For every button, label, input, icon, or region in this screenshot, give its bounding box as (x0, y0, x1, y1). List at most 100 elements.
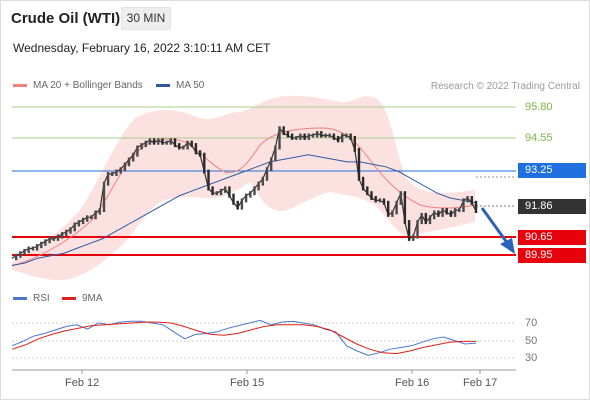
price-candle (148, 138, 152, 145)
x-label-feb12: Feb 12 (65, 377, 100, 389)
price-candle (357, 147, 361, 181)
price-candle (458, 208, 461, 213)
price-candle (207, 169, 210, 191)
price-candle (44, 239, 47, 246)
x-label-feb16: Feb 16 (395, 377, 430, 389)
price-candle (194, 143, 198, 155)
price-candle (311, 133, 315, 138)
price-candle (152, 138, 156, 145)
price-candles (15, 126, 478, 261)
price-candle (445, 208, 448, 215)
price-candle (295, 135, 298, 140)
price-candle (48, 236, 51, 244)
price-candle (115, 169, 118, 176)
bollinger-band (12, 95, 475, 281)
price-candle (27, 246, 30, 253)
price-candle (395, 200, 398, 215)
price-candle (332, 133, 336, 140)
price-candle (378, 198, 382, 203)
price-candle (232, 193, 235, 205)
price-candle (123, 162, 127, 172)
price-candle (382, 198, 386, 205)
price-candle (416, 220, 419, 239)
price-candle (190, 140, 193, 148)
price-candle (257, 181, 260, 191)
rsi-ma-line (11, 321, 476, 355)
level-94-55: 94.55 (525, 132, 553, 144)
price-candle (470, 196, 473, 205)
price-candle (286, 131, 290, 138)
price-candle (240, 198, 244, 210)
timestamp: Wednesday, February 16, 2022 3:10:11 AM … (13, 41, 271, 55)
price-candle (65, 229, 68, 237)
price-candle (253, 186, 256, 196)
price-candle (61, 232, 64, 239)
price-candle (86, 215, 89, 222)
level-91-86: 91.86 (518, 199, 586, 214)
price-candle (144, 140, 147, 148)
price-candle (219, 188, 223, 196)
level-90-65: 90.65 (518, 230, 586, 245)
price-candle (345, 133, 348, 138)
forecast-arrow-head (500, 238, 515, 254)
price-candle (424, 212, 427, 225)
rsi-axis-30: 30 (525, 352, 538, 364)
price-candle (324, 133, 327, 138)
price-candle (31, 246, 35, 251)
price-candle (336, 135, 340, 143)
price-candle (132, 152, 135, 162)
price-candle (40, 241, 43, 249)
price-candle (361, 176, 365, 191)
price-candle (320, 131, 323, 138)
price-candle (186, 140, 189, 150)
rsi-axis-70: 70 (525, 317, 538, 329)
price-candle (203, 152, 206, 174)
price-candle (303, 133, 306, 140)
price-candle (244, 193, 248, 203)
price-candle (316, 131, 319, 138)
price-candle (106, 172, 110, 186)
timeframe-button[interactable]: 30 MIN (121, 7, 171, 30)
price-candle (81, 217, 85, 225)
price-candle (474, 200, 478, 213)
price-candle (35, 244, 39, 251)
price-candle (261, 176, 264, 186)
rsi-line (11, 319, 477, 356)
price-candle (391, 210, 394, 217)
price-candle (407, 220, 411, 241)
price-candle (178, 143, 181, 150)
price-candle (282, 126, 285, 136)
price-candle (374, 196, 377, 203)
price-candle (127, 157, 131, 167)
price-candle (399, 191, 402, 205)
price-candle (437, 210, 440, 217)
rsi-axis-50: 50 (525, 335, 538, 347)
level-95-80: 95.80 (525, 101, 553, 113)
ma20-swatch (13, 84, 27, 87)
price-candle (366, 186, 369, 196)
price-candle (161, 138, 164, 145)
price-line (11, 127, 477, 259)
price-candle (136, 145, 139, 157)
ma50-swatch (156, 84, 170, 87)
price-candle (466, 196, 469, 203)
price-candle (56, 234, 60, 241)
credit-text: Research © 2022 Trading Central (430, 81, 580, 92)
forecast-arrow (480, 207, 510, 245)
x-label-feb15: Feb 15 (230, 377, 265, 389)
price-candle (102, 181, 106, 213)
price-candle (290, 133, 294, 140)
price-candle (236, 200, 239, 210)
price-candle (182, 145, 185, 150)
x-label-feb17: Feb 17 (463, 377, 498, 389)
price-candle (140, 143, 143, 150)
price-candle (173, 138, 177, 148)
price-candle (341, 133, 344, 143)
ma50-line (11, 154, 477, 266)
price-candle (462, 198, 465, 212)
price-candle (19, 251, 22, 258)
legend-9ma-label: 9MA (82, 293, 103, 304)
price-candle (403, 191, 407, 225)
instrument-title: Crude Oil (WTI) (11, 10, 121, 27)
legend-ma20-label: MA 20 + Bollinger Bands (33, 80, 143, 91)
